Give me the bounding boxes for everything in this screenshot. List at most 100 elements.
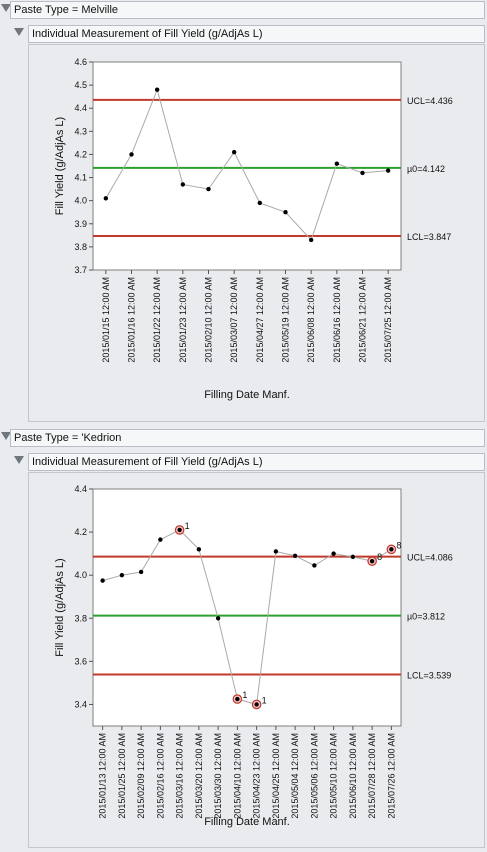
x-tick-label: 2015/06/08 12:00 AM: [306, 277, 316, 363]
data-point: [177, 527, 182, 533]
x-tick-label: 2015/07/28 12:00 AM: [367, 733, 377, 819]
x-tick-label: 2015/01/13 12:00 AM: [98, 733, 108, 819]
x-tick-label: 2015/07/25 12:00 AM: [383, 277, 393, 363]
plot-area: [92, 488, 402, 727]
data-point: [292, 553, 298, 558]
data-point: [283, 210, 288, 215]
group-header[interactable]: Paste Type = Melville: [10, 1, 485, 19]
ucl-label: UCL=4.086: [407, 553, 453, 563]
chart-title: Individual Measurement of Fill Yield (g/…: [32, 28, 263, 40]
data-point: [308, 237, 314, 243]
chart-section-2: Paste Type = 'Kedrion Individual Measure…: [0, 428, 487, 850]
data-point: [129, 152, 134, 157]
data-point: [369, 558, 375, 564]
y-tick-label: 4.0: [74, 196, 87, 206]
data-point: [103, 196, 109, 201]
chart-title-header[interactable]: Individual Measurement of Fill Yield (g/…: [28, 25, 485, 43]
group-label: Paste Type = Melville: [14, 4, 119, 16]
x-tick-label: 2015/04/10 12:00 AM: [232, 733, 242, 819]
data-point: [312, 563, 317, 568]
group-header[interactable]: Paste Type = 'Kedrion: [10, 429, 485, 447]
y-tick-label: 4.0: [74, 570, 87, 580]
chart-title: Individual Measurement of Fill Yield (g/…: [32, 456, 263, 468]
x-tick-label: 2015/06/21 12:00 AM: [358, 277, 368, 363]
data-point: [206, 186, 211, 192]
x-tick-label: 2015/01/22 12:00 AM: [152, 277, 162, 363]
data-point: [196, 547, 202, 552]
disclosure-triangle-icon[interactable]: [1, 432, 11, 440]
y-axis-label: Fill Yield (g/AdjAs L): [54, 117, 66, 215]
y-tick-label: 4.6: [74, 57, 87, 67]
data-point: [350, 554, 356, 560]
data-point: [257, 200, 263, 206]
x-tick-label: 2015/01/15 12:00 AM: [101, 277, 111, 363]
disclosure-triangle-icon[interactable]: [14, 28, 24, 36]
center-label: µ0=4.142: [407, 164, 445, 174]
x-tick-label: 2015/06/10 12:00 AM: [348, 733, 358, 819]
control-chart: 3.4 3.6 3.8 4.0 4.2 4.4 Fill Yield (g/AdjAs L)…: [54, 484, 453, 828]
data-point: [254, 702, 259, 707]
chart-panel: 3.4 3.6 3.8 4.0 4.2 4.4 Fill Yield (g/AdjAs L)…: [28, 472, 485, 848]
y-tick-label: 3.7: [74, 265, 87, 275]
y-tick-label: 4.5: [74, 80, 87, 90]
x-tick-label: 2015/07/26 12:00 AM: [386, 733, 396, 819]
y-tick-label: 4.4: [74, 484, 87, 494]
x-tick-label: 2015/01/16 12:00 AM: [127, 277, 137, 363]
center-label: µ0=3.812: [407, 612, 445, 622]
y-tick-label: 3.4: [74, 699, 87, 709]
x-tick-label: 2015/01/23 12:00 AM: [178, 277, 188, 363]
x-tick-label: 2015/05/06 12:00 AM: [309, 733, 319, 819]
data-point: [331, 551, 336, 556]
x-tick-label: 2015/05/10 12:00 AM: [329, 733, 339, 819]
x-tick-label: 2015/06/16 12:00 AM: [332, 277, 342, 363]
lcl-label: LCL=3.847: [407, 232, 451, 242]
x-tick-label: 2015/02/16 12:00 AM: [155, 733, 165, 819]
y-tick-label: 4.3: [74, 126, 87, 136]
x-tick-label: 2015/03/30 12:00 AM: [213, 733, 223, 819]
data-point: [215, 616, 221, 621]
x-tick-label: 2015/04/23 12:00 AM: [252, 733, 262, 819]
x-tick-label: 2015/01/25 12:00 AM: [117, 733, 127, 819]
lcl-label: LCL=3.539: [407, 671, 451, 681]
series-line: [102, 529, 392, 706]
data-point: [235, 696, 240, 702]
x-axis-label: Filling Date Manf.: [204, 816, 290, 828]
data-point: [154, 87, 160, 92]
data-point: [180, 182, 186, 187]
x-tick-label: 2015/03/16 12:00 AM: [175, 733, 185, 819]
y-tick-label: 3.6: [74, 656, 87, 666]
x-tick-label: 2015/05/04 12:00 AM: [290, 733, 300, 819]
disclosure-triangle-icon[interactable]: [14, 456, 24, 464]
data-point: [158, 537, 163, 542]
x-tick-label: 2015/04/27 12:00 AM: [255, 277, 265, 363]
y-axis-label: Fill Yield (g/AdjAs L): [54, 558, 66, 656]
y-tick-label: 4.2: [74, 527, 87, 537]
y-tick-label: 4.1: [74, 173, 87, 183]
chart-title-header[interactable]: Individual Measurement of Fill Yield (g/…: [28, 453, 485, 471]
y-tick-label: 4.4: [74, 103, 87, 113]
data-point: [360, 170, 365, 176]
flag-label: 1: [185, 521, 190, 531]
y-tick-label: 3.8: [74, 613, 87, 623]
data-point: [334, 161, 340, 166]
series-line: [105, 88, 389, 241]
data-point: [385, 168, 391, 173]
x-axis-label: Filling Date Manf.: [204, 389, 290, 401]
flag-label: 8: [396, 540, 401, 550]
data-point: [231, 149, 237, 155]
flag-label: 1: [242, 690, 247, 700]
flag-label: 8: [377, 552, 382, 562]
x-tick-label: 2015/03/07 12:00 AM: [229, 277, 239, 363]
data-point: [119, 572, 125, 578]
x-tick-label: 2015/04/25 12:00 AM: [271, 733, 281, 819]
plot-area: [92, 61, 402, 271]
x-tick-label: 2015/02/10 12:00 AM: [204, 277, 214, 363]
x-tick-label: 2015/03/20 12:00 AM: [194, 733, 204, 819]
data-point: [138, 569, 144, 575]
group-label: Paste Type = 'Kedrion: [14, 432, 122, 444]
chart-section-1: Paste Type = Melville Individual Measure…: [0, 0, 487, 425]
data-point: [389, 547, 394, 552]
chart-panel: 3.7 3.8 3.9 4.0 4.1 4.2 4.3 4.4 4.5 4.6 Fill Yield…: [28, 44, 485, 422]
disclosure-triangle-icon[interactable]: [1, 4, 11, 12]
y-tick-label: 3.8: [74, 242, 87, 252]
